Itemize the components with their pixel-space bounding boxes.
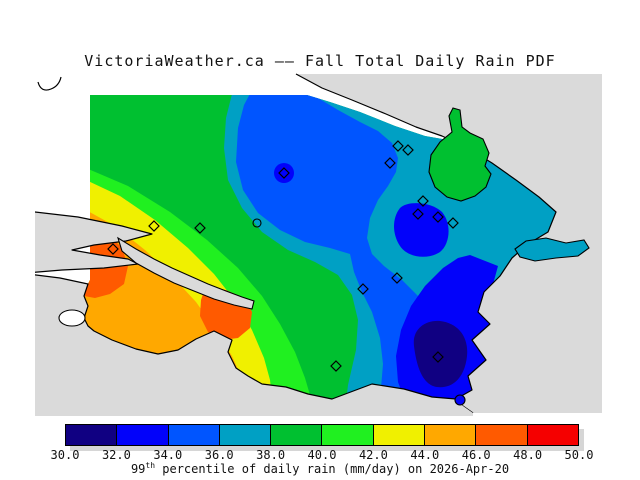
tick-label: 34.0 — [153, 448, 183, 462]
sooke-inlet-channel — [117, 236, 255, 310]
colorbar-tick-labels: 30.0 32.0 34.0 36.0 38.0 40.0 42.0 44.0 … — [51, 448, 594, 462]
rainfall-contour-map — [35, 73, 602, 416]
colorbar-cell-46-48 — [475, 424, 528, 446]
east-teal-patch-36-38 — [514, 237, 590, 262]
station-diamond-marker — [402, 144, 414, 156]
west-cape-coastline — [35, 211, 153, 273]
mainland-landmass — [296, 74, 602, 413]
station-diamond-marker — [447, 217, 459, 229]
tick-label: 50.0 — [564, 448, 594, 462]
station-diamond-marker — [432, 351, 444, 363]
colorbar-cell-30-32 — [65, 424, 118, 446]
station-diamond-marker — [432, 211, 444, 223]
colorbar-cell-42-44 — [372, 424, 426, 446]
station-diamond-marker — [392, 140, 404, 152]
colorbar-cell-36-38 — [218, 424, 272, 446]
colorbar-caption: 99th percentile of daily rain (mm/day) o… — [0, 461, 640, 476]
colorbar-cell-40-42 — [321, 424, 374, 446]
tick-label: 30.0 — [50, 448, 80, 462]
colorbar-cell-34-36 — [167, 424, 220, 446]
station-diamond-marker — [107, 243, 119, 255]
tick-label: 44.0 — [410, 448, 440, 462]
small-island-outline — [252, 218, 262, 228]
band-32-34-north-spot — [274, 163, 294, 183]
caption-number: 99 — [130, 462, 146, 476]
blue-islet — [454, 394, 466, 406]
lake — [58, 309, 86, 327]
colorbar-cell-48-50 — [526, 424, 579, 446]
south-coastline — [35, 274, 457, 400]
station-markers — [107, 140, 459, 372]
station-diamond-marker — [384, 157, 396, 169]
station-diamond-marker — [357, 283, 369, 295]
station-diamond-marker — [412, 208, 424, 220]
colorbar — [65, 424, 579, 446]
colorbar-cell-44-46 — [424, 424, 477, 446]
caption-text: percentile of daily rain (mm/day) on 202… — [155, 462, 510, 476]
colorbar-cell-32-34 — [116, 424, 169, 446]
tick-label: 46.0 — [461, 448, 491, 462]
band-32-34-east-blob — [394, 203, 449, 257]
tick-label: 48.0 — [513, 448, 543, 462]
station-diamond-marker — [194, 222, 206, 234]
station-diamond-marker — [148, 220, 160, 232]
tick-label: 42.0 — [358, 448, 388, 462]
colorbar-cell-38-40 — [270, 424, 323, 446]
caption-superscript: th — [145, 461, 156, 470]
station-diamond-marker — [278, 167, 290, 179]
tick-label: 38.0 — [256, 448, 286, 462]
page-title: VictoriaWeather.ca —— Fall Total Daily R… — [84, 52, 556, 70]
tick-label: 36.0 — [204, 448, 234, 462]
station-diamond-marker — [391, 272, 403, 284]
tick-label: 40.0 — [307, 448, 337, 462]
mainland-green-patch-38-40 — [428, 107, 492, 202]
station-diamond-marker — [330, 360, 342, 372]
station-diamond-marker — [417, 195, 429, 207]
south-landmass — [35, 274, 473, 416]
northwest-coast-arc — [37, 76, 62, 91]
tick-label: 32.0 — [101, 448, 131, 462]
west-cape-landmass — [35, 212, 152, 273]
